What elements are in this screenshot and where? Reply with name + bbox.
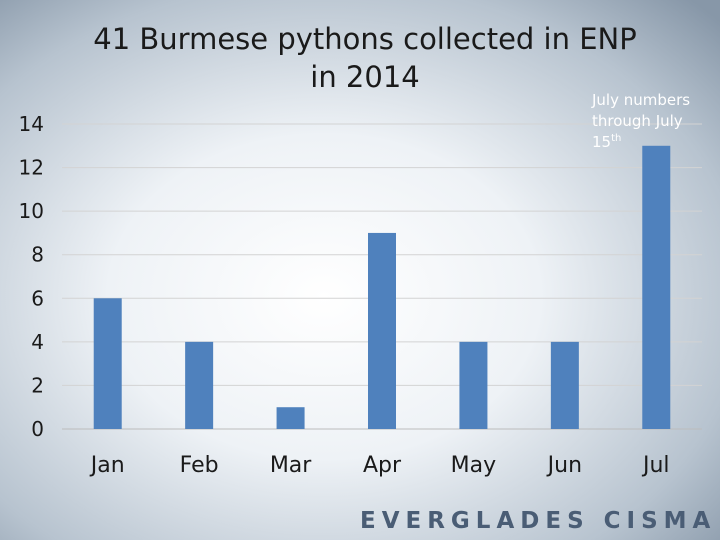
bars xyxy=(93,145,671,430)
x-tick-label-jun: Jun xyxy=(546,453,582,478)
x-tick-label-mar: Mar xyxy=(270,453,312,478)
bar-feb xyxy=(185,341,214,429)
annotation-ordinal-suffix: th xyxy=(611,133,622,144)
y-tick-label: 10 xyxy=(19,199,44,223)
bar-jul xyxy=(642,145,671,430)
y-tick-label: 6 xyxy=(31,286,44,310)
bar-jan xyxy=(93,298,122,429)
annotation-line-3: 15th xyxy=(592,132,712,153)
bar-jun xyxy=(550,341,579,429)
annotation-line-1: July numbers xyxy=(592,91,691,109)
x-tick-label-feb: Feb xyxy=(180,453,219,478)
chart-title-line-1: 41 Burmese pythons collected in ENP xyxy=(93,22,637,56)
everglades-cisma-logo: EVERGLADES CISMA xyxy=(360,508,717,534)
annotation-line-2: through July xyxy=(592,112,683,130)
bar-may xyxy=(459,341,488,429)
y-tick-label: 0 xyxy=(31,417,44,441)
x-axis-category-labels: Jan Feb Mar Apr May Jun Jul xyxy=(89,453,670,478)
x-tick-label-may: May xyxy=(451,453,496,478)
chart-title: 41 Burmese pythons collected in ENP in 2… xyxy=(40,20,690,96)
y-tick-label: 8 xyxy=(31,243,44,267)
annotation-day: 15 xyxy=(592,133,612,151)
x-tick-label-apr: Apr xyxy=(363,453,402,478)
x-tick-label-jan: Jan xyxy=(89,453,125,478)
y-tick-label: 4 xyxy=(31,330,44,354)
y-axis-tick-labels: 0 2 4 6 8 10 12 14 xyxy=(19,112,44,441)
july-annotation: July numbers through July 15th xyxy=(592,90,712,153)
bar-apr xyxy=(368,232,396,429)
chart-title-line-2: in 2014 xyxy=(310,60,420,94)
bar-mar xyxy=(276,407,305,429)
x-tick-label-jul: Jul xyxy=(641,453,670,478)
y-tick-label: 12 xyxy=(19,156,44,180)
y-tick-label: 14 xyxy=(19,112,44,136)
y-tick-label: 2 xyxy=(31,373,44,397)
